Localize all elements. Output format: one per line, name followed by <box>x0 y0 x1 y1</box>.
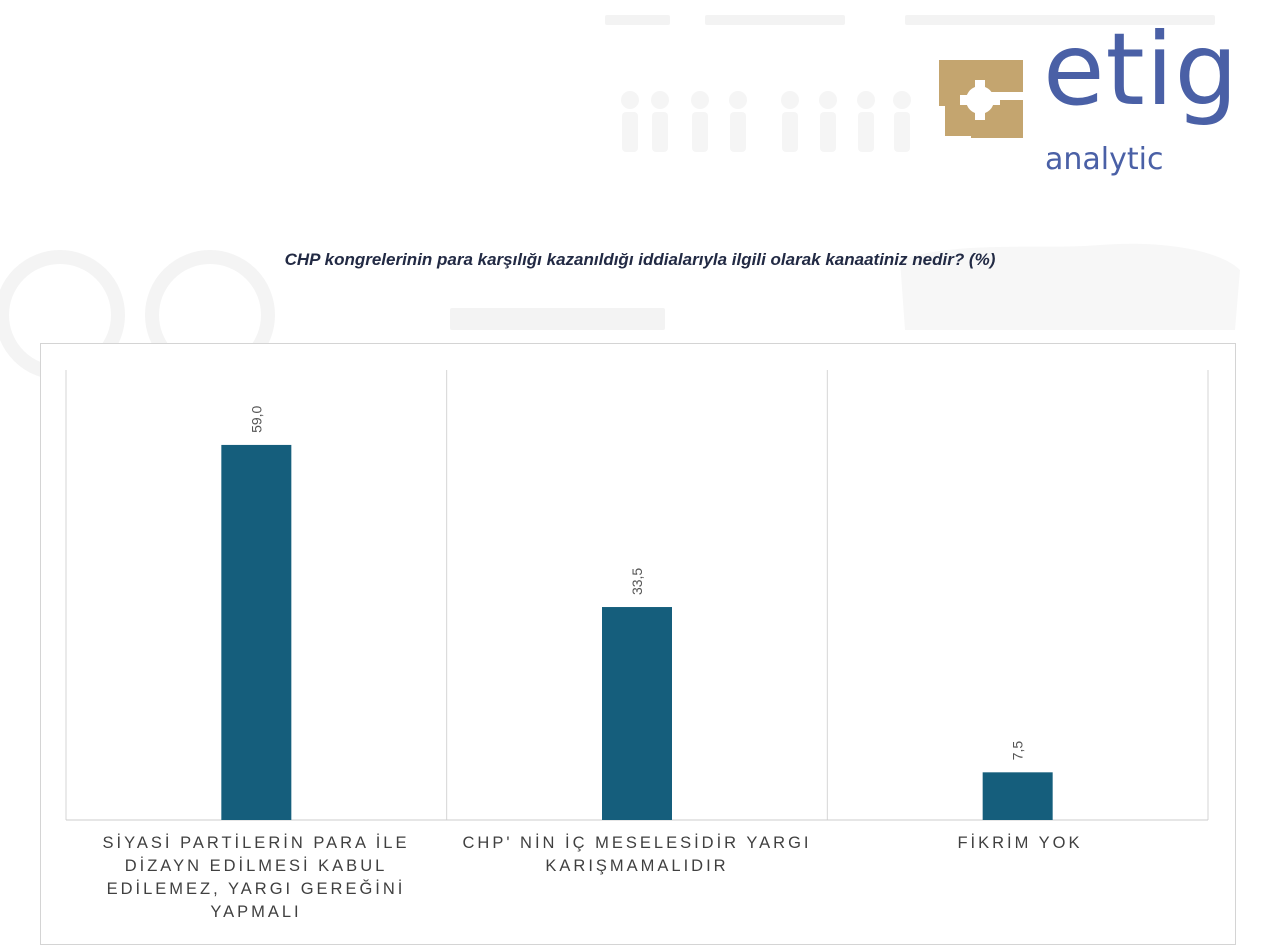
data-label-1: 59,0 <box>248 405 264 432</box>
bar-3 <box>982 772 1053 820</box>
category-label-1: SİYASİ PARTİLERİN PARA İLE DİZAYN EDİLME… <box>102 834 410 921</box>
logo-subtitle: analytic <box>1045 142 1164 177</box>
bar-1 <box>221 444 292 820</box>
logo-mark-icon <box>939 60 1023 138</box>
etig-analytic-logo: etig analytic <box>935 11 1270 190</box>
data-label-3: 7,5 <box>1010 741 1026 761</box>
bar-2 <box>602 607 672 820</box>
category-label-3: FİKRİM YOK <box>957 834 1083 852</box>
data-label-2: 33,5 <box>629 568 645 595</box>
logo-wordmark: etig <box>1043 11 1239 128</box>
category-label-2: CHP' NİN İÇ MESELESİDİR YARGI KARIŞMAMAL… <box>462 834 812 875</box>
chart-title: CHP kongrelerinin para karşılığı kazanıl… <box>284 250 996 269</box>
